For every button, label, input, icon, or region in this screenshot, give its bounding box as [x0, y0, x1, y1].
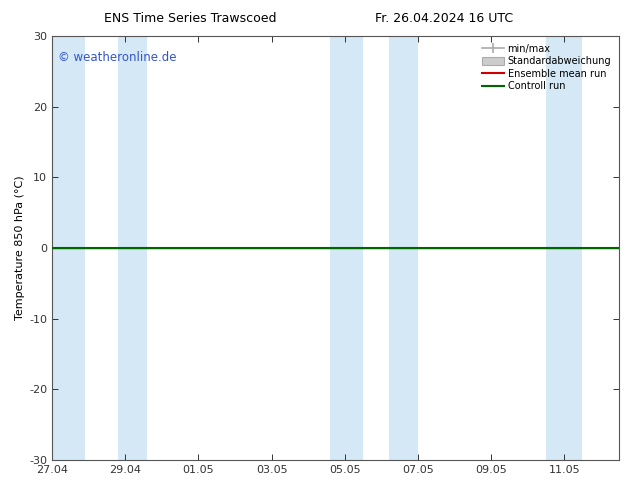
Bar: [389, 36, 418, 460]
Text: Fr. 26.04.2024 16 UTC: Fr. 26.04.2024 16 UTC: [375, 12, 513, 25]
Bar: [118, 36, 147, 460]
Legend: min/max, Standardabweichung, Ensemble mean run, Controll run: min/max, Standardabweichung, Ensemble me…: [479, 41, 614, 94]
Bar: [330, 36, 363, 460]
Text: ENS Time Series Trawscoed: ENS Time Series Trawscoed: [104, 12, 276, 25]
Bar: [52, 36, 85, 460]
Text: © weatheronline.de: © weatheronline.de: [58, 51, 176, 64]
Bar: [546, 36, 583, 460]
Y-axis label: Temperature 850 hPa (°C): Temperature 850 hPa (°C): [15, 176, 25, 320]
